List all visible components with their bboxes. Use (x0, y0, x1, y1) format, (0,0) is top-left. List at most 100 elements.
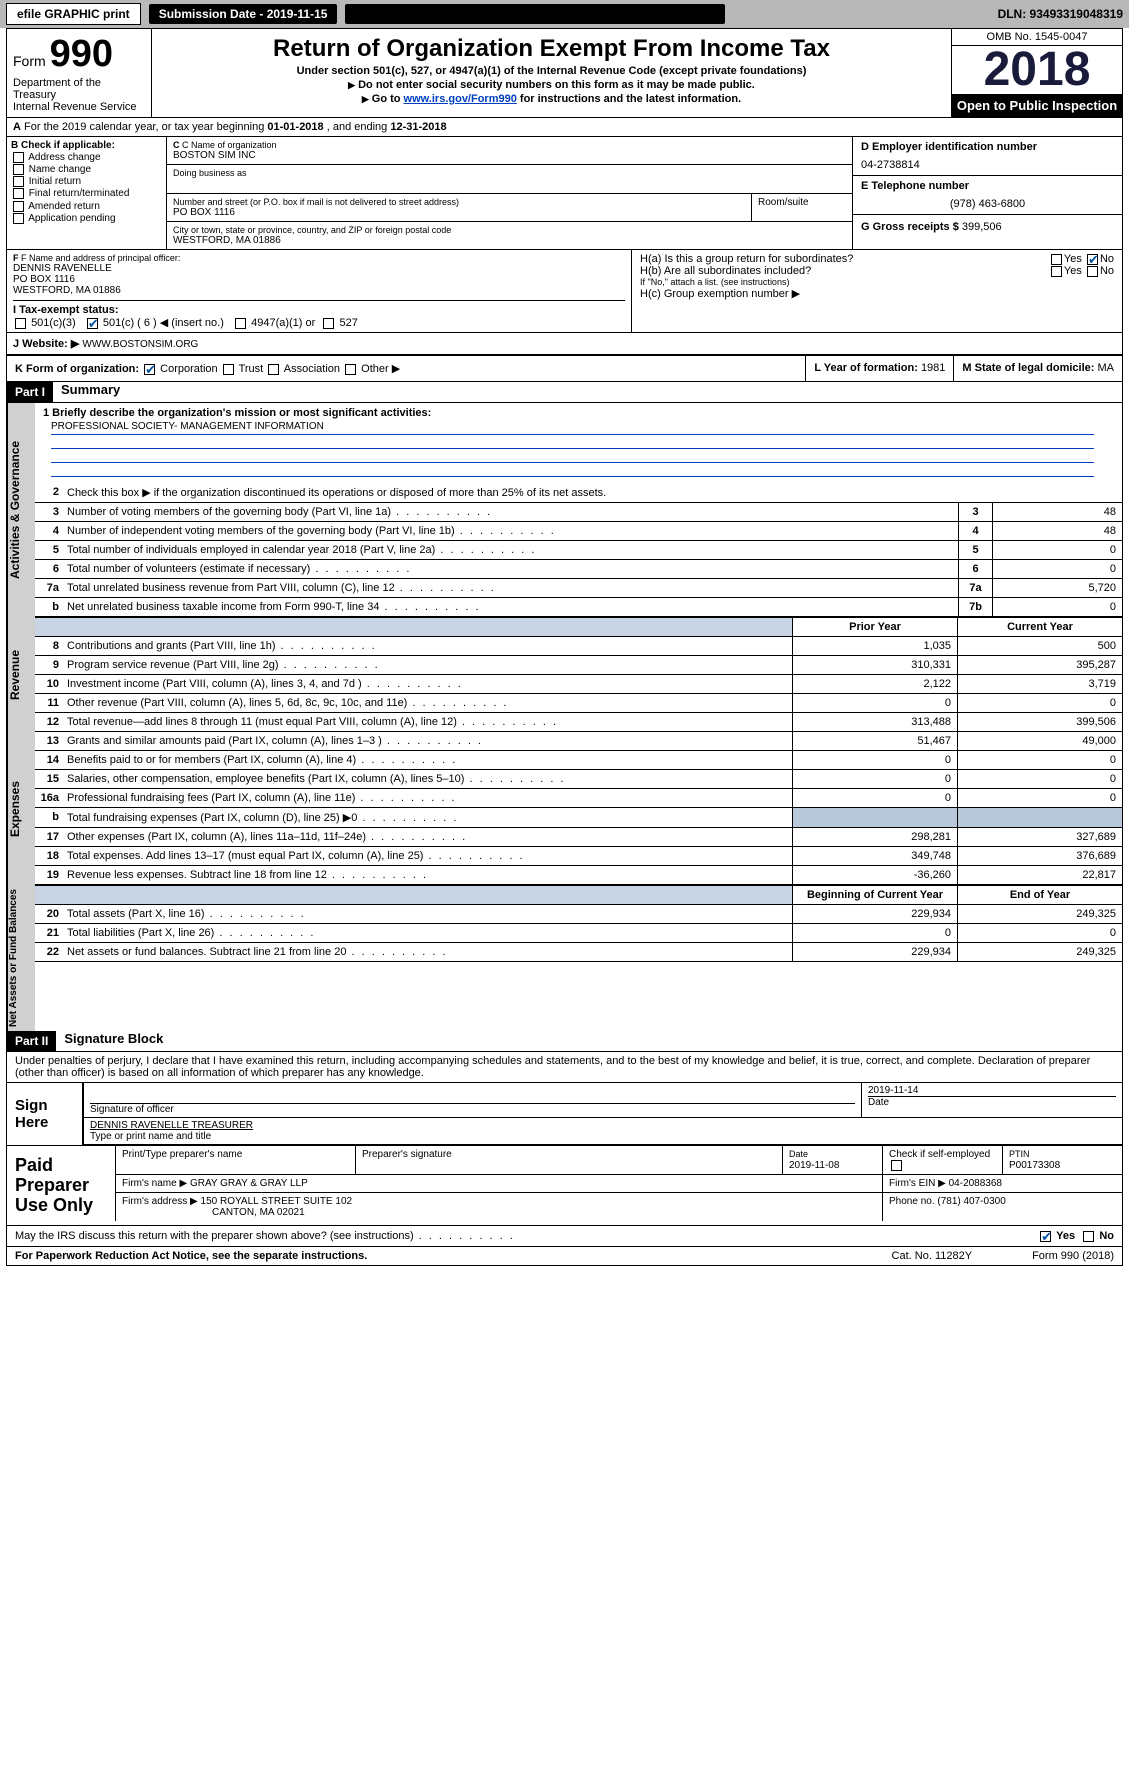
ha-no[interactable] (1087, 254, 1098, 265)
form-footer: For Paperwork Reduction Act Notice, see … (7, 1247, 1122, 1265)
line-8: 8Contributions and grants (Part VIII, li… (35, 637, 1122, 656)
efile-button[interactable]: efile GRAPHIC print (6, 3, 141, 25)
instructions-link[interactable]: www.irs.gov/Form990 (404, 93, 517, 105)
hb-no[interactable] (1087, 266, 1098, 277)
line-18: 18Total expenses. Add lines 13–17 (must … (35, 847, 1122, 866)
irs-label: Internal Revenue Service (13, 101, 145, 113)
form-title: Return of Organization Exempt From Incom… (162, 35, 941, 63)
website-label: J Website: ▶ (13, 338, 79, 350)
sig-date-label: Date (868, 1096, 1116, 1108)
website-value: WWW.BOSTONSIM.ORG (82, 339, 198, 350)
chk-501c3[interactable] (15, 318, 26, 329)
column-c: C C Name of organization BOSTON SIM INC … (167, 137, 852, 249)
line-b: bTotal fundraising expenses (Part IX, co… (35, 808, 1122, 828)
blank-bar (345, 4, 725, 24)
gov-line-3: 3Number of voting members of the governi… (35, 503, 1122, 522)
tab-governance: Activities & Governance (7, 403, 35, 617)
ptin-label: PTIN (1009, 1149, 1030, 1159)
hc-label: H(c) Group exemption number ▶ (640, 287, 1114, 300)
firm-ein-label: Firm's EIN ▶ (889, 1178, 949, 1189)
firm-ein: 04-2088368 (949, 1178, 1002, 1189)
chk-other[interactable] (345, 364, 356, 375)
hb-label: H(b) Are all subordinates included? Yes … (640, 265, 1114, 277)
officer-label: F F Name and address of principal office… (13, 253, 625, 263)
typed-name-label: Type or print name and title (90, 1131, 1116, 1142)
chk-initial-return[interactable]: Initial return (11, 176, 162, 187)
sig-officer-label: Signature of officer (90, 1103, 855, 1115)
chk-4947[interactable] (235, 318, 246, 329)
discuss-no[interactable] (1083, 1231, 1094, 1242)
prior-year-hdr: Prior Year (792, 618, 957, 636)
firm-name-label: Firm's name ▶ (122, 1178, 187, 1189)
phone-label: E Telephone number (861, 180, 969, 192)
phone-value: (978) 463-6800 (861, 198, 1114, 210)
tax-exempt-label: I Tax-exempt status: (13, 304, 119, 316)
chk-self-employed[interactable] (891, 1160, 902, 1171)
expenses-section: Expenses 13Grants and similar amounts pa… (7, 732, 1122, 885)
mission-text: PROFESSIONAL SOCIETY- MANAGEMENT INFORMA… (51, 421, 1094, 435)
chk-association[interactable] (268, 364, 279, 375)
part2-title: Signature Block (56, 1031, 163, 1051)
end-year-hdr: End of Year (957, 886, 1122, 904)
column-d-to-g: D Employer identification number 04-2738… (852, 137, 1122, 249)
part1-header: Part I (7, 382, 53, 402)
governance-section: Activities & Governance 1 Briefly descri… (7, 403, 1122, 617)
line-13: 13Grants and similar amounts paid (Part … (35, 732, 1122, 751)
chk-corporation[interactable] (144, 364, 155, 375)
chk-name-change[interactable]: Name change (11, 164, 162, 175)
org-name: BOSTON SIM INC (173, 150, 846, 161)
street-value: PO BOX 1116 (173, 207, 745, 218)
form-number: Form 990 (13, 33, 145, 76)
subtitle-3: Go to www.irs.gov/Form990 for instructio… (162, 93, 941, 105)
row-k-l-m: K Form of organization: Corporation Trus… (7, 356, 1122, 382)
chk-501c[interactable] (87, 318, 98, 329)
chk-application-pending[interactable]: Application pending (11, 213, 162, 224)
paid-preparer-block: Paid Preparer Use Only Print/Type prepar… (7, 1146, 1122, 1226)
form-container: Form 990 Department of the Treasury Inte… (6, 28, 1123, 1266)
line-9: 9Program service revenue (Part VIII, lin… (35, 656, 1122, 675)
room-suite-label: Room/suite (752, 194, 852, 221)
chk-final-return[interactable]: Final return/terminated (11, 188, 162, 199)
dln-label: DLN: 93493319048319 (998, 7, 1123, 21)
line-17: 17Other expenses (Part IX, column (A), l… (35, 828, 1122, 847)
ha-yes[interactable] (1051, 254, 1062, 265)
sig-date: 2019-11-14 (868, 1085, 1116, 1096)
firm-phone: (781) 407-0300 (937, 1196, 1005, 1207)
line-12: 12Total revenue—add lines 8 through 11 (… (35, 713, 1122, 732)
domicile-value: MA (1098, 362, 1115, 374)
city-value: WESTFORD, MA 01886 (173, 235, 846, 246)
officer-addr1: PO BOX 1116 (13, 274, 625, 285)
street-label: Number and street (or P.O. box if mail i… (173, 197, 745, 207)
line-15: 15Salaries, other compensation, employee… (35, 770, 1122, 789)
chk-address-change[interactable]: Address change (11, 152, 162, 163)
chk-trust[interactable] (223, 364, 234, 375)
tax-year: 2018 (952, 46, 1122, 94)
hb-yes[interactable] (1051, 266, 1062, 277)
year-formation-value: 1981 (921, 362, 945, 374)
row-j: J Website: ▶ WWW.BOSTONSIM.ORG (7, 333, 1122, 356)
cat-no: Cat. No. 11282Y (892, 1250, 973, 1262)
prep-date-label: Date (789, 1149, 808, 1159)
tab-revenue: Revenue (7, 617, 35, 732)
mission-label: 1 Briefly describe the organization's mi… (43, 407, 431, 419)
line-14: 14Benefits paid to or for members (Part … (35, 751, 1122, 770)
column-b-checkboxes: B Check if applicable: Address change Na… (7, 137, 167, 249)
submission-date-button[interactable]: Submission Date - 2019-11-15 (149, 4, 338, 24)
form-ref: Form 990 (2018) (1032, 1250, 1114, 1262)
discuss-yes[interactable] (1040, 1231, 1051, 1242)
prep-sig-label: Preparer's signature (355, 1146, 782, 1174)
line-19: 19Revenue less expenses. Subtract line 1… (35, 866, 1122, 885)
domicile-label: M State of legal domicile: (962, 362, 1097, 374)
gross-receipts-label: G Gross receipts $ (861, 221, 962, 233)
chk-amended[interactable]: Amended return (11, 201, 162, 212)
ein-value: 04-2738814 (861, 159, 1114, 171)
line-a: A For the 2019 calendar year, or tax yea… (7, 118, 1122, 137)
discuss-row: May the IRS discuss this return with the… (7, 1226, 1122, 1247)
paid-preparer-label: Paid Preparer Use Only (7, 1146, 115, 1225)
line-10: 10Investment income (Part VIII, column (… (35, 675, 1122, 694)
ptin-value: P00173308 (1009, 1160, 1060, 1171)
chk-527[interactable] (323, 318, 334, 329)
firm-name: GRAY GRAY & GRAY LLP (190, 1178, 308, 1189)
top-toolbar: efile GRAPHIC print Submission Date - 20… (0, 0, 1129, 28)
ha-label: H(a) Is this a group return for subordin… (640, 253, 1114, 265)
